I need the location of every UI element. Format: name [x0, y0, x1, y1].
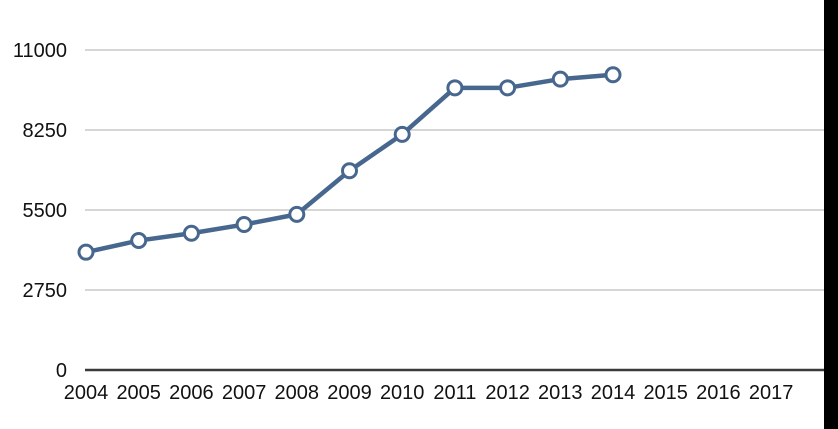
x-tick-label-2009: 2009	[327, 382, 372, 404]
x-tick-label-2017: 2017	[749, 382, 794, 404]
x-tick-label-2004: 2004	[64, 382, 109, 404]
screen-edge-black-strip	[824, 0, 838, 429]
data-series-group	[77, 66, 622, 261]
y-axis-labels-group: 0 2750 5500 8250 11000	[13, 40, 67, 382]
x-tick-label-2006: 2006	[169, 382, 214, 404]
x-tick-label-2008: 2008	[275, 382, 320, 404]
y-tick-label-2750: 2750	[23, 280, 68, 302]
x-tick-label-2007: 2007	[222, 382, 267, 404]
y-tick-label-5500: 5500	[23, 200, 68, 222]
x-tick-label-2015: 2015	[643, 382, 688, 404]
data-point-2014	[604, 66, 622, 84]
data-point-2012	[499, 79, 517, 97]
data-point-2013	[551, 70, 569, 88]
data-point-2006	[182, 224, 200, 242]
gridlines-group	[85, 49, 824, 372]
x-tick-label-2011: 2011	[433, 382, 476, 404]
y-tick-label-11000: 11000	[13, 40, 67, 62]
y-tick-label-8250: 8250	[23, 120, 68, 142]
x-tick-label-2013: 2013	[538, 382, 583, 404]
x-tick-label-2010: 2010	[380, 382, 425, 404]
y-tick-label-0: 0	[56, 360, 67, 382]
data-point-2010	[393, 125, 411, 143]
data-point-2004	[77, 243, 95, 261]
x-tick-label-2014: 2014	[591, 382, 636, 404]
data-point-2008	[288, 205, 306, 223]
x-tick-label-2012: 2012	[485, 382, 530, 404]
x-axis-labels-group: 2004 2005 2006 2007 2008 2009 2010 2011 2012 2013…	[64, 382, 794, 404]
x-tick-label-2005: 2005	[116, 382, 161, 404]
data-point-2005	[130, 232, 148, 250]
data-point-2011	[446, 79, 464, 97]
data-point-2007	[235, 216, 253, 234]
x-tick-label-2016: 2016	[696, 382, 741, 404]
data-point-2009	[341, 162, 358, 180]
